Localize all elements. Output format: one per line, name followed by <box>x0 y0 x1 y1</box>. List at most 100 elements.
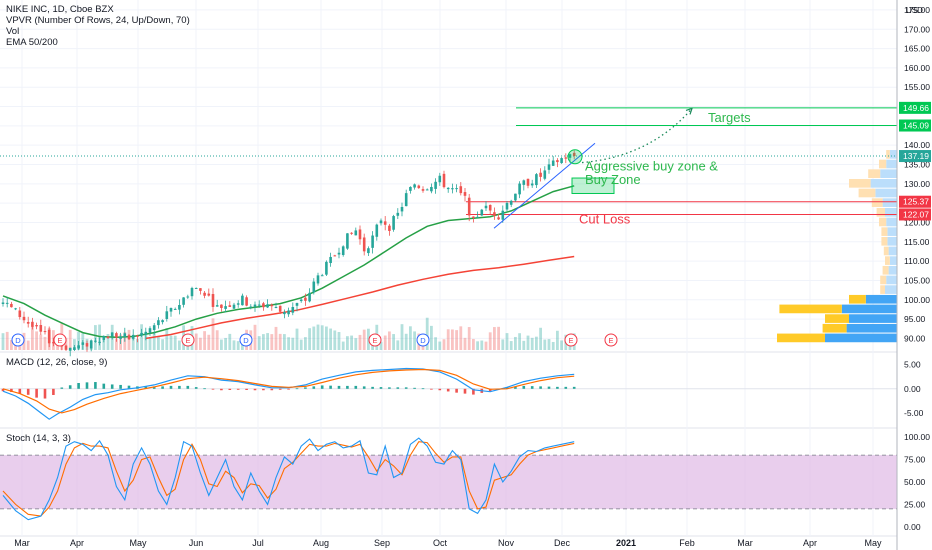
badge-bg <box>899 119 931 132</box>
candle-body <box>228 305 232 307</box>
volume-bar <box>362 329 366 350</box>
candle-body <box>572 152 576 156</box>
volume-bar <box>270 334 274 350</box>
vp-up <box>822 323 847 333</box>
legend-vol[interactable]: Vol <box>6 26 20 37</box>
macd-tick: 5.00 <box>904 360 921 370</box>
event-letter: D <box>420 336 426 345</box>
time-label: Apr <box>70 538 84 548</box>
volume-bar <box>203 331 206 350</box>
candle-body <box>102 335 106 340</box>
time-label: Aug <box>313 538 329 548</box>
time-label: Mar <box>14 538 30 548</box>
candle-body <box>396 212 400 216</box>
volume-bar <box>425 317 429 350</box>
price-tick: 130.00 <box>904 179 930 189</box>
event-letter: E <box>372 336 377 345</box>
candle-body <box>157 320 160 326</box>
legend-title[interactable]: NIKE INC, 1D, Cboe BZX <box>6 4 114 15</box>
volume-bar <box>543 339 547 350</box>
candle-body <box>308 292 311 302</box>
price-axis: USD175.00170.00165.00160.00155.00150.001… <box>896 0 930 550</box>
volume-bar <box>539 327 542 350</box>
event-letter: D <box>243 336 249 345</box>
candle-body <box>451 188 454 190</box>
event-circle <box>181 333 195 347</box>
macd-signal-line <box>2 368 575 414</box>
candle-body <box>467 197 471 216</box>
volume-bar <box>165 328 169 350</box>
candle-body <box>367 248 370 254</box>
macd-hist-bar <box>85 382 89 389</box>
candle-body <box>236 303 240 305</box>
macd-label[interactable]: MACD (12, 26, close, 9) <box>6 357 108 368</box>
candle-body <box>52 342 55 344</box>
volume-bar <box>556 330 559 350</box>
macd-hist-bar <box>312 386 316 389</box>
volume-bar <box>283 334 286 350</box>
candle-body <box>551 160 555 166</box>
macd-hist-bar <box>396 387 400 389</box>
volume-bar <box>316 324 320 350</box>
candle-body <box>85 343 89 347</box>
macd-hist-bar <box>421 388 425 390</box>
candle-body <box>304 297 307 301</box>
volume-bar <box>64 337 68 350</box>
vp-down <box>886 159 897 169</box>
volume-bar <box>514 336 517 350</box>
macd-tick: -5.00 <box>904 408 924 418</box>
candle-body <box>337 252 341 255</box>
candle-body <box>140 332 143 336</box>
price-tick: 165.00 <box>904 44 930 54</box>
candle-body <box>98 341 101 343</box>
legend-ema[interactable]: EMA 50/200 <box>6 37 58 48</box>
candle-body <box>329 256 332 264</box>
time-label: Apr <box>803 538 817 548</box>
volume-bar <box>291 337 295 350</box>
time-label: Nov <box>498 538 515 548</box>
projection-path <box>581 108 693 164</box>
volume-bar <box>346 336 349 350</box>
event-marker-e: E <box>368 333 382 347</box>
vp-down <box>886 275 897 285</box>
candle-body <box>270 304 274 307</box>
candle-body <box>522 180 526 185</box>
volume-bar <box>438 341 442 350</box>
candle-body <box>22 316 26 321</box>
volume-bar <box>152 332 156 350</box>
macd-hist-bar <box>287 388 290 390</box>
vp-up <box>777 333 825 343</box>
macd-hist-bar <box>346 385 349 389</box>
event-circle <box>368 333 382 347</box>
candle-body <box>257 304 261 306</box>
macd-hist-bar <box>404 387 408 389</box>
candle-body <box>232 304 236 309</box>
vp-down <box>880 169 897 178</box>
stoch-label[interactable]: Stoch (14, 3, 3) <box>6 433 71 444</box>
candle-body <box>333 255 337 257</box>
candle-body <box>39 325 43 332</box>
candle-body <box>312 281 316 293</box>
vp-up <box>882 265 889 275</box>
volume-bar <box>333 330 337 350</box>
macd-hist-bar <box>329 385 332 389</box>
candle-body <box>346 233 349 249</box>
price-tick: 100.00 <box>904 295 930 305</box>
volume-bar <box>430 325 433 350</box>
vp-down <box>889 150 897 159</box>
volume-bar <box>211 318 215 350</box>
candle-body <box>375 224 379 237</box>
candle-body <box>484 205 488 209</box>
price-tick: 105.00 <box>904 275 930 285</box>
legend-vpvr[interactable]: VPVR (Number Of Rows, 24, Up/Down, 70) <box>6 15 190 26</box>
candle-body <box>409 186 412 191</box>
volume-bar <box>388 331 391 350</box>
price-candles <box>1 150 576 357</box>
macd-hist-bar <box>556 386 559 389</box>
candle-body <box>136 335 139 337</box>
candle-body <box>459 186 463 194</box>
event-marker-d: D <box>416 333 430 347</box>
ema200-line <box>145 255 575 340</box>
